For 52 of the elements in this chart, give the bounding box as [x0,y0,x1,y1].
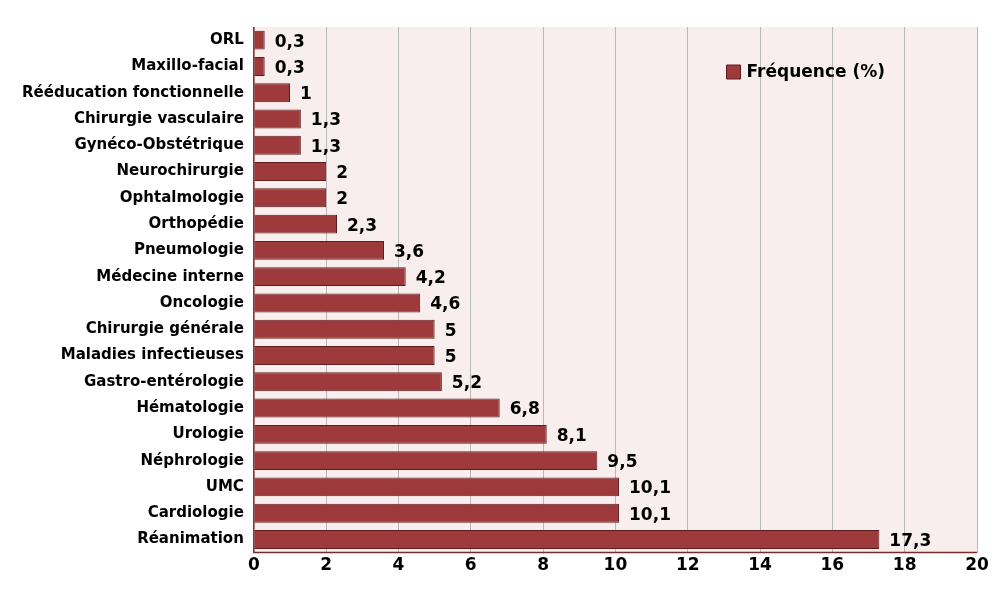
y-tick-label: Maladies infectieuses [60,345,244,364]
data-label: 5 [444,345,457,366]
data-label: 3,6 [394,240,425,261]
x-tick-label: 0 [247,554,260,575]
x-tick-label: 8 [537,554,550,575]
x-tick-label: 2 [320,554,333,575]
data-label: 6,8 [509,398,540,419]
data-label: 0,3 [274,56,305,77]
y-tick-label: Ophtalmologie [119,187,244,206]
data-label: 10,1 [629,477,671,498]
data-label: 5 [444,319,457,340]
y-tick-label: Gastro-entérologie [83,371,244,390]
data-label: 4,2 [415,267,446,288]
y-tick-label: Neurochirurgie [116,161,244,180]
data-label: 1,3 [310,109,341,130]
data-label: 2 [336,188,349,209]
data-label: 2 [336,161,349,182]
legend-label: Fréquence (%) [746,61,886,82]
x-tick-label: 14 [748,554,773,575]
data-label: 17,3 [889,529,932,550]
x-tick-label: 10 [603,554,628,575]
data-label: 10,1 [629,503,671,524]
data-label: 4,6 [430,293,461,314]
x-tick-label: 16 [820,554,845,575]
x-tick-label: 18 [892,554,917,575]
x-tick-label: 4 [392,554,405,575]
y-tick-label: Oncologie [159,292,244,311]
data-label: 5,2 [451,372,482,393]
data-label: 9,5 [607,451,638,472]
y-tick-label: Orthopédie [148,213,244,232]
data-label: 1,3 [310,135,341,156]
x-tick-label: 20 [965,554,989,575]
y-tick-label: UMC [205,476,244,495]
y-tick-label: Rééducation fonctionnelle [21,82,244,101]
y-tick-label: Néphrologie [140,450,244,469]
y-tick-label: Réanimation [137,529,244,548]
data-label: 2,3 [347,214,378,235]
data-label: 1 [300,83,312,104]
x-tick-label: 12 [675,554,700,575]
y-tick-label: Pneumologie [133,240,244,259]
data-label: 0,3 [274,30,305,51]
y-tick-label: ORL [209,30,245,49]
data-label: 8,1 [556,424,587,445]
y-tick-label: Médecine interne [96,266,244,285]
x-tick-label: 6 [464,554,477,575]
y-tick-label: Chirurgie générale [85,319,244,338]
y-tick-label: Maxillo-facial [131,56,244,75]
y-tick-label: Urologie [172,424,244,443]
y-tick-label: Hématologie [136,397,244,416]
y-tick-label: Chirurgie vasculaire [73,108,244,127]
y-tick-label: Gynéco-Obstétrique [74,135,244,154]
y-tick-label: Cardiologie [147,503,244,522]
